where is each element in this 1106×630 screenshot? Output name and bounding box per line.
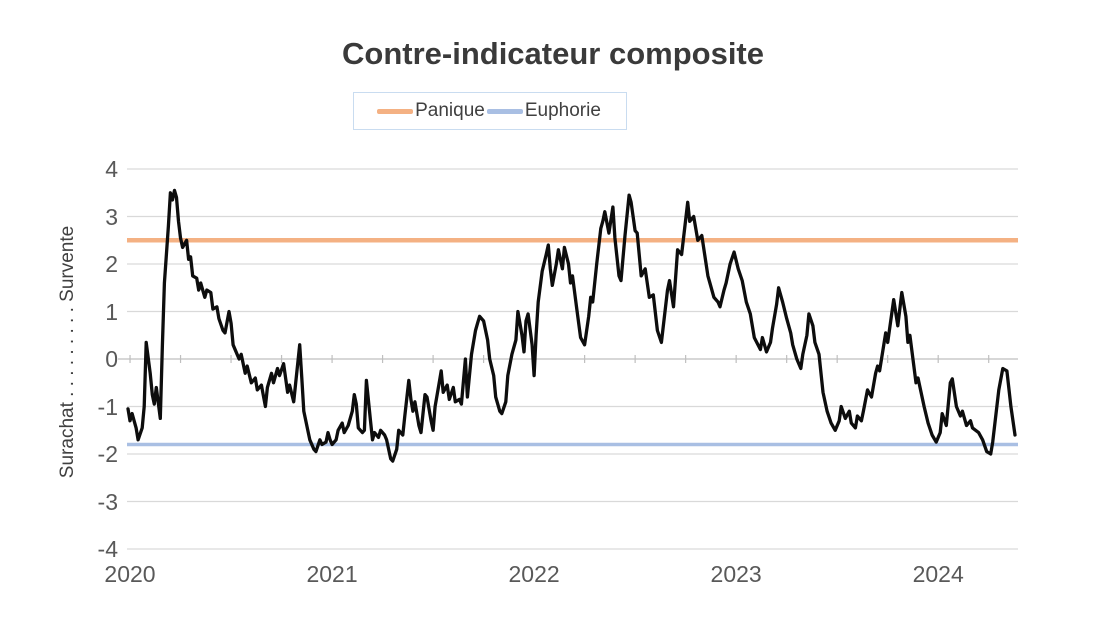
y-tick-label: -2: [97, 441, 118, 467]
plot-area: [118, 168, 1018, 550]
x-tick-label: 2021: [306, 561, 358, 587]
x-tick-label: 2023: [710, 561, 762, 587]
x-tick-label: 2022: [508, 561, 560, 587]
y-tick-label: 1: [105, 298, 118, 325]
y-tick-label: -1: [97, 393, 118, 420]
y-tick-label: 4: [105, 156, 118, 182]
legend-label-panique: Panique: [415, 100, 485, 121]
y-tick-label: 0: [105, 346, 118, 372]
series-line: [126, 188, 1017, 463]
euphorie-line-swatch: [486, 108, 523, 114]
x-tick-label: 2020: [104, 561, 156, 587]
legend-item-panique: Panique: [377, 100, 487, 122]
legend-label-euphorie: Euphorie: [524, 100, 601, 121]
y-tick-label: 2: [105, 251, 118, 277]
panique-line-swatch: [377, 108, 414, 114]
y-tick-label: 3: [105, 203, 118, 230]
legend-item-euphorie: Euphorie: [486, 100, 603, 122]
legend: Panique Euphorie: [353, 92, 627, 130]
y-tick-label: -4: [97, 536, 118, 562]
x-tick-label: 2024: [912, 561, 964, 587]
chart-title: Contre-indicateur composite: [342, 36, 764, 71]
y-tick-label: -3: [97, 488, 118, 515]
